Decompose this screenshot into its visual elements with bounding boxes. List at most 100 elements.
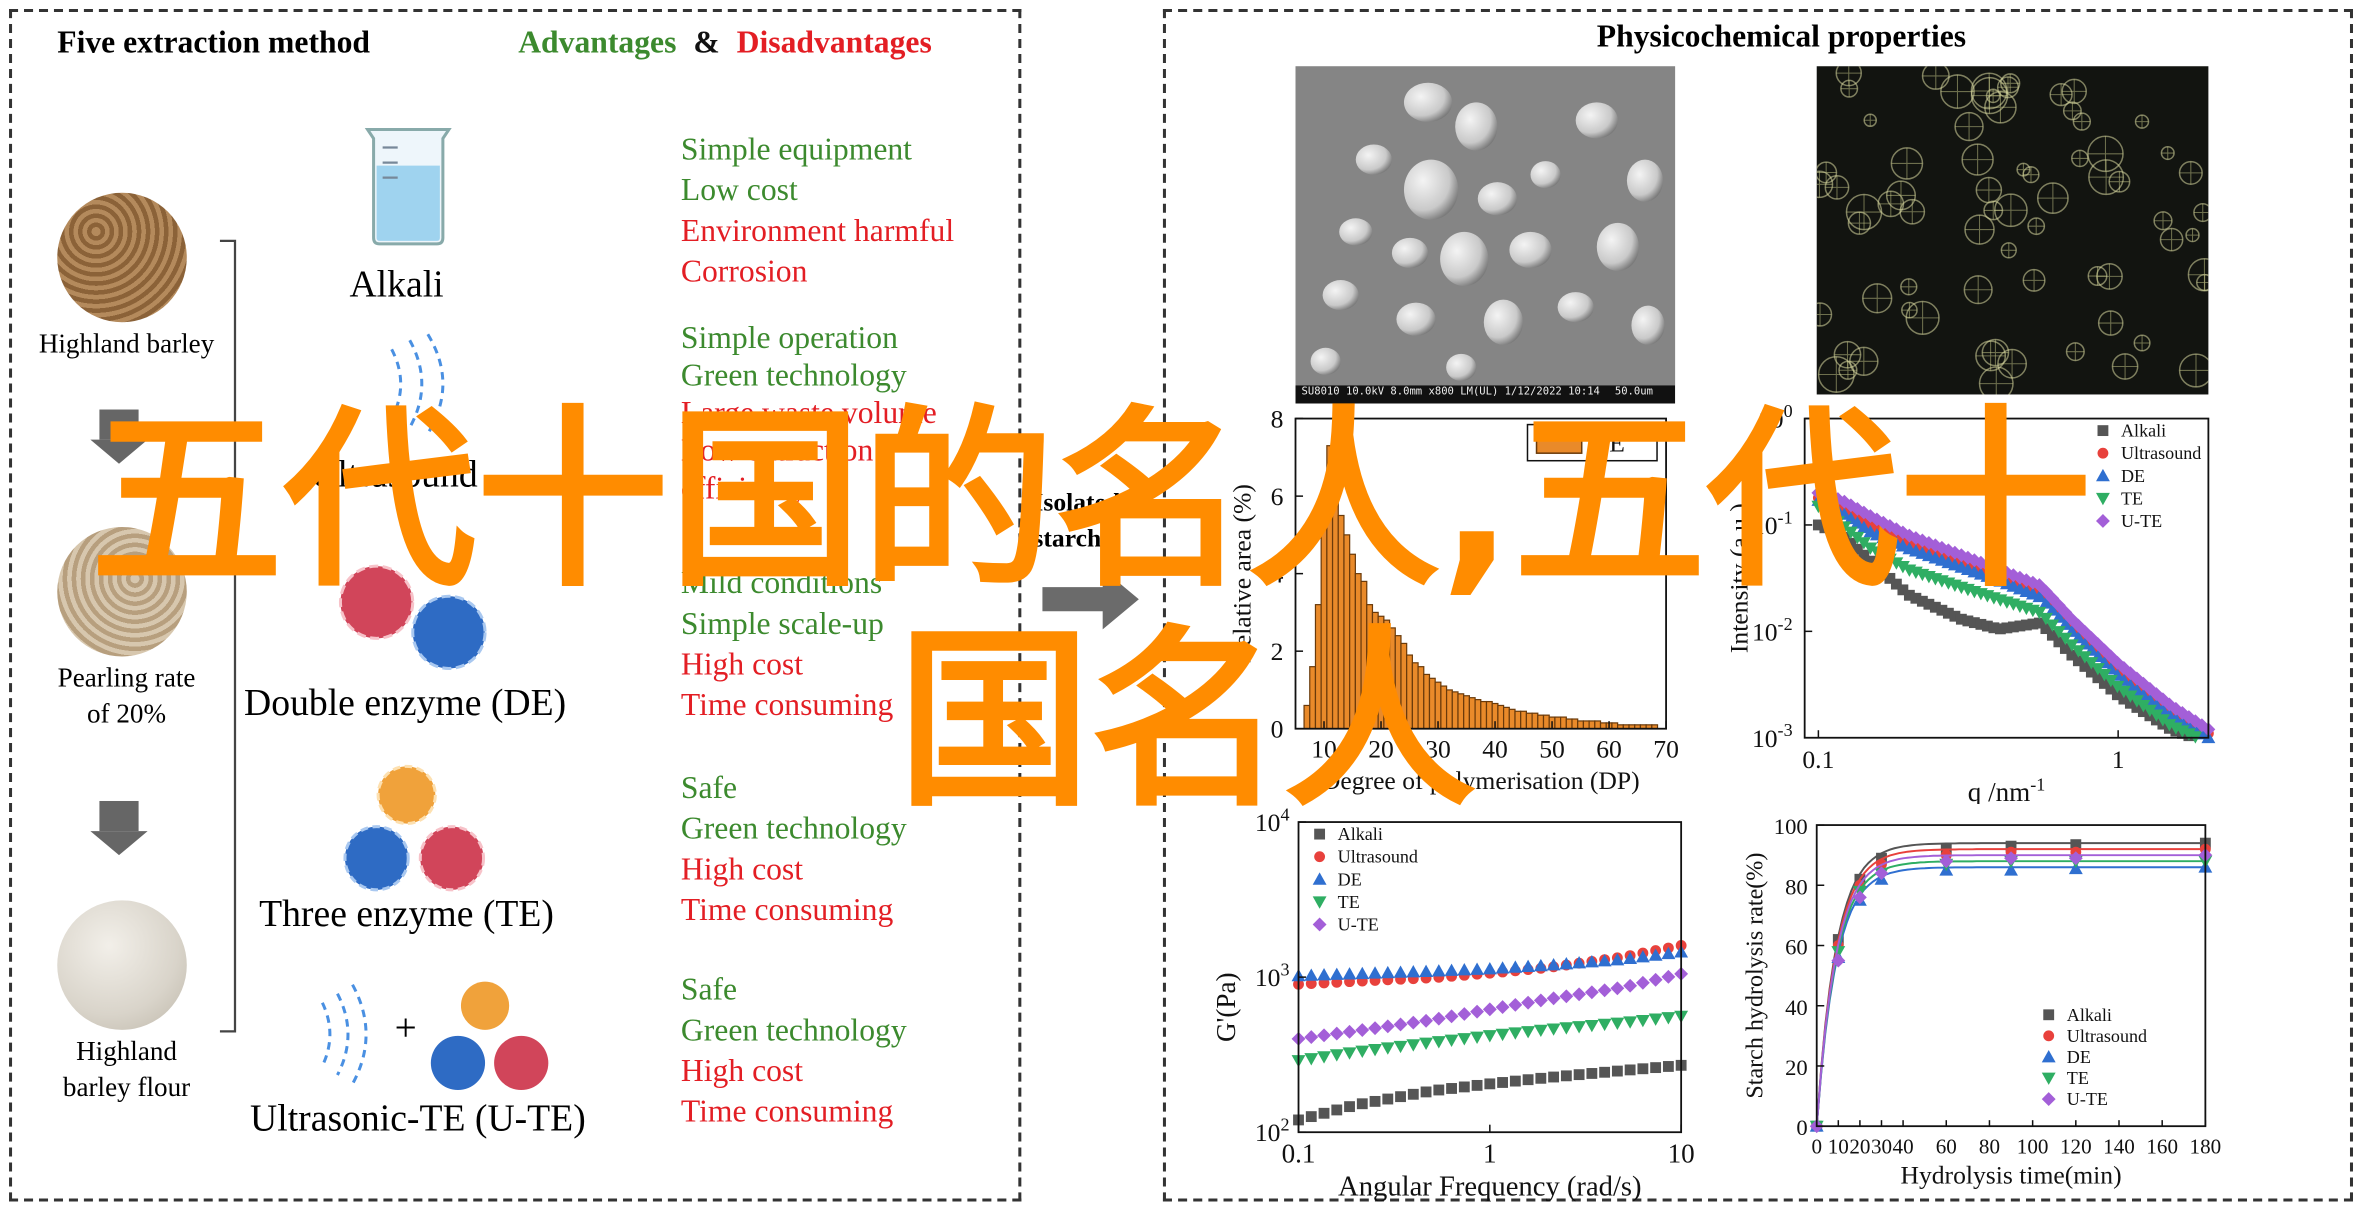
data-point — [1380, 965, 1395, 979]
data-point — [1635, 975, 1650, 990]
legend-label: U-TE — [2121, 511, 2162, 531]
x-tick-label: 10 — [1311, 734, 1337, 763]
data-point — [1444, 1034, 1459, 1047]
polarized-granules — [1816, 66, 2209, 395]
legend-marker — [2096, 492, 2110, 506]
histogram-bar — [1480, 700, 1488, 730]
data-point — [1910, 592, 1922, 604]
maltese-cross — [1976, 177, 2002, 203]
data-point — [1650, 1062, 1662, 1074]
y-tick-label: 100 — [1774, 814, 1808, 839]
pearled-barley-image — [57, 526, 187, 657]
disadvantage-item: Time consuming — [680, 686, 894, 723]
data-point — [1559, 957, 1574, 970]
maltese-cross — [2087, 136, 2124, 172]
maltese-cross — [1984, 201, 2003, 220]
x-axis-label: Hydrolysis time(min) — [1900, 1160, 2121, 1189]
legend-marker — [1314, 851, 1326, 863]
maltese-cross — [1922, 66, 1950, 90]
data-point — [1936, 604, 1948, 616]
data-point — [2142, 681, 2157, 696]
y-tick-label: 10-2 — [1752, 614, 1793, 647]
data-point — [1470, 1004, 1485, 1019]
data-point — [2051, 626, 2066, 639]
data-point — [2105, 683, 2117, 695]
data-point — [1533, 993, 1548, 1008]
isolated-starch-line-1: Isolated — [1033, 487, 1121, 517]
maltese-cross — [2062, 79, 2087, 104]
maltese-cross — [2023, 269, 2045, 292]
data-point — [1535, 1072, 1547, 1084]
histogram-bar — [1514, 710, 1522, 730]
legend-marker — [2041, 1092, 2056, 1107]
data-point — [1521, 959, 1536, 973]
x-tick-label: 20 — [1368, 734, 1394, 763]
data-point — [1471, 1079, 1483, 1091]
data-point — [1355, 1045, 1370, 1058]
data-point — [2045, 603, 2060, 616]
legend-label: Ultrasound — [1338, 847, 1418, 867]
data-point — [1635, 950, 1650, 963]
data-point — [1470, 962, 1485, 975]
isolated-starch-line-2: starch — [1033, 523, 1102, 553]
data-point — [1380, 1019, 1395, 1034]
data-point — [1623, 1016, 1638, 1029]
saxs-chart: 10-3 10-2 10-1 100 0.1 1 q /nm-1 Intensity (a.u… — [1724, 401, 2216, 804]
data-point — [1895, 525, 1910, 540]
data-point — [1533, 1024, 1548, 1038]
alkali-pros-cons: Simple equipment Low cost Environment ha… — [681, 129, 954, 292]
data-point — [2085, 666, 2097, 678]
y-tick-label: 0 — [1796, 1115, 1807, 1140]
histogram-bar — [1582, 720, 1590, 730]
data-point — [1546, 958, 1561, 971]
data-point — [1882, 518, 1897, 533]
data-point — [1597, 954, 1612, 967]
maltese-cross — [2161, 146, 2175, 160]
data-point — [1824, 511, 1839, 524]
maltese-cross — [1984, 91, 2017, 123]
physicochemical-panel — [1162, 9, 2353, 1202]
data-point — [1949, 610, 1961, 622]
histogram-bar — [1571, 718, 1579, 730]
data-point — [1864, 555, 1876, 567]
data-point — [1508, 1027, 1523, 1040]
plot-frame — [1815, 824, 2207, 1128]
maltese-cross — [1979, 366, 2013, 395]
data-point — [1533, 958, 1548, 972]
data-point — [2040, 623, 2052, 635]
maltese-cross — [2066, 342, 2085, 361]
data-point — [1509, 1075, 1521, 1087]
data-point — [1546, 991, 1561, 1006]
highland-barley-image — [57, 192, 187, 323]
data-point — [1876, 550, 1891, 563]
maltese-cross — [1962, 144, 1994, 176]
data-point — [1623, 978, 1638, 993]
x-tick-label: 80 — [1979, 1134, 2000, 1158]
maltese-cross — [2050, 83, 2073, 106]
data-point — [1406, 1039, 1421, 1052]
legend-marker — [2041, 1072, 2056, 1085]
data-point — [1331, 1104, 1343, 1116]
histogram-bar — [1542, 714, 1550, 730]
data-point — [1458, 1081, 1470, 1093]
data-point — [1495, 1028, 1510, 1042]
data-point — [1342, 967, 1357, 980]
data-point — [1368, 966, 1382, 979]
data-point — [1962, 615, 1974, 627]
data-point — [2155, 714, 2170, 727]
maltese-cross — [2088, 159, 2124, 195]
histogram-bar — [1537, 714, 1545, 730]
data-point — [1811, 500, 1826, 514]
y-tick-label: 8 — [1271, 405, 1284, 434]
legend-label: U-TE — [1338, 914, 1379, 934]
data-point — [1304, 968, 1319, 981]
data-point — [2116, 685, 2131, 699]
x-tick-label: 20 — [1849, 1134, 1870, 1158]
legend-label: DE — [1338, 869, 1362, 889]
data-point — [1850, 516, 1865, 529]
data-point — [1869, 546, 1884, 559]
data-point — [1584, 1019, 1599, 1033]
disadvantage-item: Low extraction — [680, 432, 874, 469]
fit-curve — [1815, 866, 2206, 1127]
data-point — [1635, 1014, 1650, 1028]
